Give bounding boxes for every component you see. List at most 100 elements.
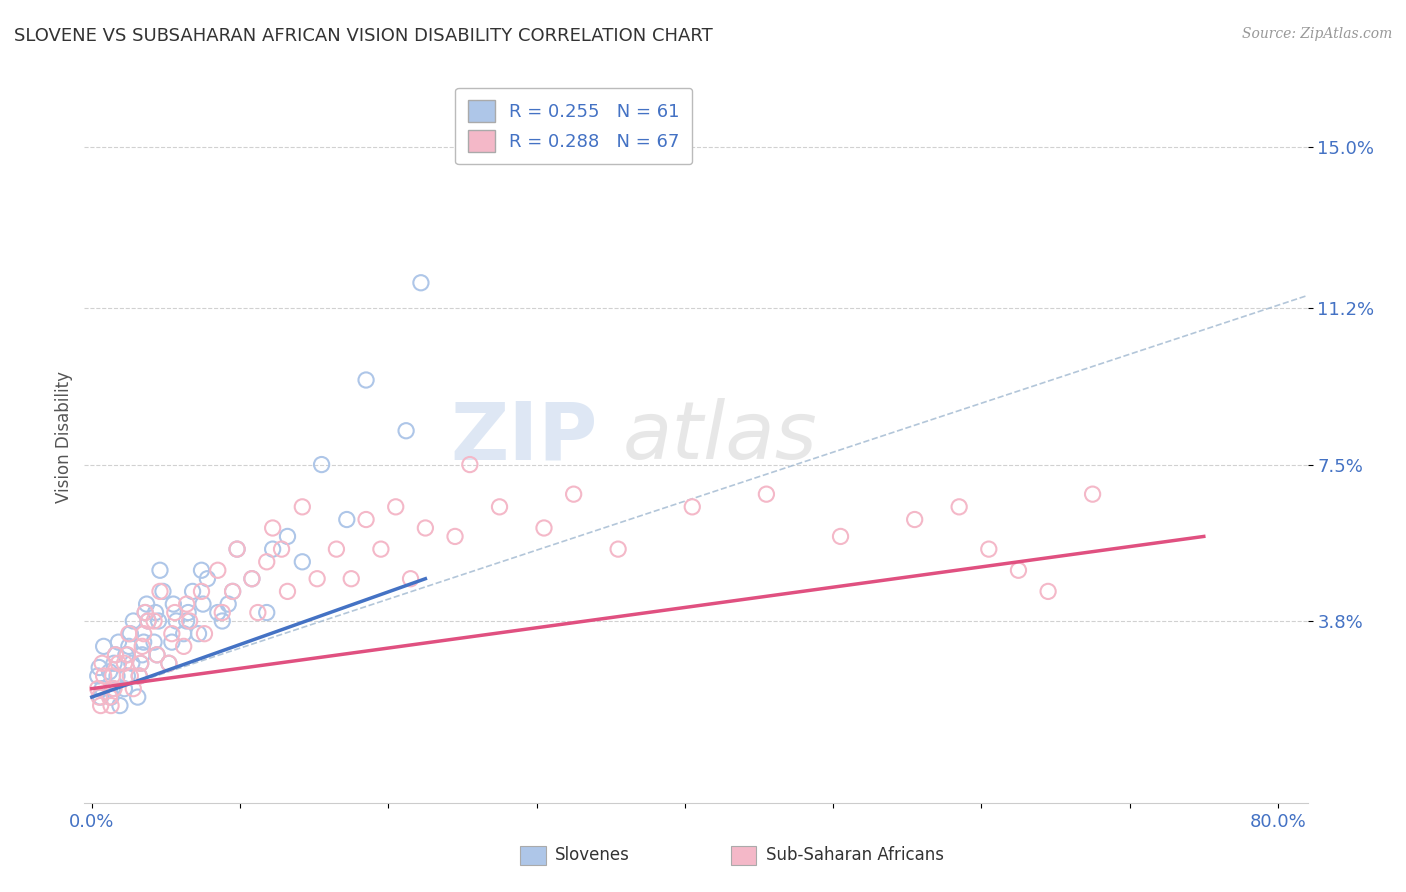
Point bbox=[89, 690, 111, 705]
Point bbox=[262, 542, 284, 557]
Point bbox=[149, 584, 172, 599]
Point bbox=[291, 555, 314, 569]
Point bbox=[152, 584, 174, 599]
Point bbox=[160, 626, 183, 640]
Point bbox=[121, 657, 143, 671]
Point bbox=[246, 606, 269, 620]
Point bbox=[336, 512, 359, 526]
Point bbox=[354, 512, 377, 526]
Point bbox=[207, 606, 229, 620]
Point bbox=[207, 563, 229, 577]
Point bbox=[90, 698, 112, 713]
Point bbox=[226, 542, 249, 557]
Point bbox=[107, 635, 129, 649]
Point bbox=[221, 584, 243, 599]
Point bbox=[179, 614, 201, 628]
Point bbox=[1007, 563, 1029, 577]
Point bbox=[221, 584, 243, 599]
Point bbox=[190, 563, 212, 577]
Point bbox=[117, 648, 139, 662]
Point bbox=[948, 500, 970, 514]
Point bbox=[112, 657, 135, 671]
Point bbox=[143, 614, 166, 628]
Point bbox=[488, 500, 510, 514]
Point bbox=[129, 657, 152, 671]
Point bbox=[143, 635, 166, 649]
Point bbox=[148, 614, 170, 628]
Point bbox=[562, 487, 585, 501]
Point bbox=[136, 614, 159, 628]
Point bbox=[146, 648, 169, 662]
Point bbox=[211, 606, 233, 620]
Point bbox=[93, 669, 115, 683]
Point bbox=[149, 563, 172, 577]
Point bbox=[134, 606, 156, 620]
Point bbox=[131, 640, 153, 654]
Point bbox=[120, 626, 142, 640]
Point bbox=[270, 542, 292, 557]
Point bbox=[105, 669, 128, 683]
Point bbox=[108, 698, 131, 713]
Point bbox=[98, 690, 121, 705]
Point bbox=[100, 698, 122, 713]
Point bbox=[226, 542, 249, 557]
Point bbox=[118, 626, 141, 640]
Point bbox=[107, 657, 129, 671]
Point bbox=[217, 597, 239, 611]
Point bbox=[354, 373, 377, 387]
Point bbox=[157, 657, 180, 671]
Point bbox=[165, 614, 187, 628]
Point bbox=[755, 487, 778, 501]
Point bbox=[190, 584, 212, 599]
Point bbox=[1081, 487, 1104, 501]
Point bbox=[256, 606, 278, 620]
Point bbox=[86, 669, 108, 683]
Text: ZIP: ZIP bbox=[451, 398, 598, 476]
Point bbox=[177, 606, 200, 620]
Text: Sub-Saharan Africans: Sub-Saharan Africans bbox=[766, 847, 945, 864]
Point bbox=[162, 597, 184, 611]
Point bbox=[101, 669, 124, 683]
Point bbox=[128, 669, 150, 683]
Point bbox=[89, 660, 111, 674]
Point bbox=[409, 276, 432, 290]
Point bbox=[145, 606, 167, 620]
Point bbox=[90, 690, 112, 705]
Point bbox=[122, 614, 145, 628]
Point bbox=[146, 648, 169, 662]
Point bbox=[415, 521, 437, 535]
Point bbox=[103, 681, 125, 696]
Point bbox=[533, 521, 555, 535]
Point bbox=[93, 640, 115, 654]
Point bbox=[135, 597, 157, 611]
Point bbox=[325, 542, 347, 557]
Point bbox=[193, 626, 215, 640]
Point bbox=[340, 572, 363, 586]
Point bbox=[117, 669, 139, 683]
Point bbox=[187, 626, 209, 640]
Point bbox=[240, 572, 263, 586]
Text: Slovenes: Slovenes bbox=[555, 847, 630, 864]
Point bbox=[134, 606, 156, 620]
Point bbox=[904, 512, 927, 526]
Point bbox=[197, 572, 219, 586]
Point bbox=[136, 614, 159, 628]
Point bbox=[830, 529, 852, 543]
Point bbox=[681, 500, 703, 514]
Point bbox=[163, 606, 186, 620]
Text: SLOVENE VS SUBSAHARAN AFRICAN VISION DISABILITY CORRELATION CHART: SLOVENE VS SUBSAHARAN AFRICAN VISION DIS… bbox=[14, 27, 713, 45]
Point bbox=[311, 458, 333, 472]
Point bbox=[91, 681, 114, 696]
Point bbox=[91, 657, 114, 671]
Point bbox=[458, 458, 481, 472]
Point bbox=[104, 648, 127, 662]
Point bbox=[276, 584, 298, 599]
Point bbox=[240, 572, 263, 586]
Point bbox=[444, 529, 467, 543]
Point bbox=[256, 555, 278, 569]
Point bbox=[399, 572, 422, 586]
Point bbox=[395, 424, 418, 438]
Point bbox=[86, 681, 108, 696]
Point bbox=[104, 648, 127, 662]
Point bbox=[370, 542, 392, 557]
